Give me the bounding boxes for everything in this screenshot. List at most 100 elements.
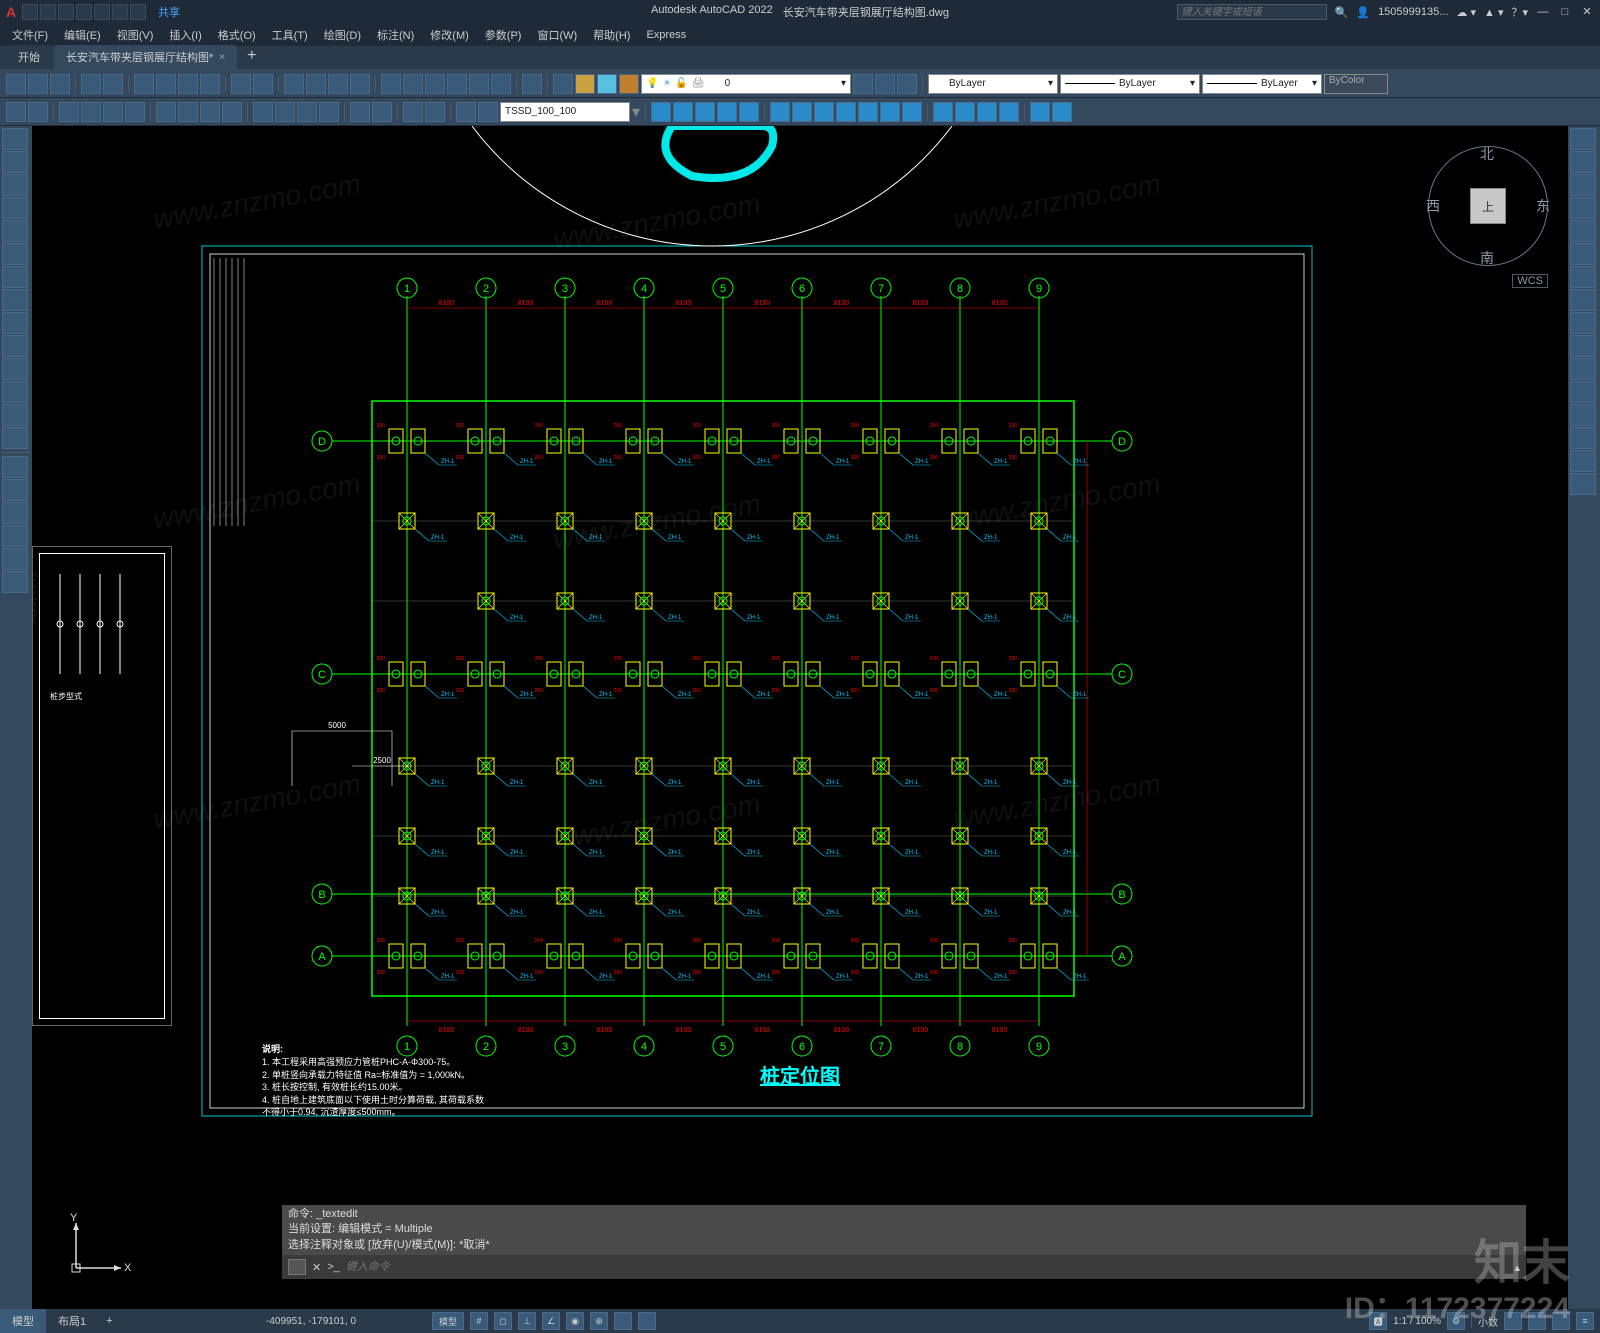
tool-continue-icon[interactable] — [253, 102, 273, 122]
tssd-icon-3[interactable] — [695, 102, 715, 122]
draw-hatch-icon[interactable] — [2, 456, 28, 478]
status-ortho-icon[interactable]: ⊥ — [518, 1312, 536, 1330]
menu-format[interactable]: 格式(O) — [212, 25, 262, 45]
qat-new-icon[interactable] — [22, 4, 38, 20]
layer-isolate-icon[interactable] — [897, 74, 917, 94]
tssd-icon-1[interactable] — [651, 102, 671, 122]
close-button[interactable]: ✕ — [1580, 5, 1594, 19]
help-search-input[interactable] — [1177, 4, 1327, 20]
mod-erase-icon[interactable] — [1570, 128, 1596, 150]
viewcube-east[interactable]: 东 — [1536, 196, 1550, 216]
pan-icon[interactable] — [284, 74, 304, 94]
tool-pline-icon[interactable] — [28, 102, 48, 122]
status-tpy-icon[interactable] — [638, 1312, 656, 1330]
tool-angle-icon[interactable] — [156, 102, 176, 122]
mod-array-icon[interactable] — [1570, 220, 1596, 242]
tool-edit-icon[interactable] — [403, 102, 423, 122]
dimstyle-dropdown[interactable] — [500, 102, 630, 122]
menu-modify[interactable]: 修改(M) — [424, 25, 475, 45]
tssd-icon-6[interactable] — [770, 102, 790, 122]
layout-tab-new[interactable]: + — [98, 1311, 120, 1331]
match-icon[interactable] — [200, 74, 220, 94]
viewcube-west[interactable]: 西 — [1426, 196, 1440, 216]
tool-dim1-icon[interactable] — [59, 102, 79, 122]
tool-baseline-icon[interactable] — [275, 102, 295, 122]
mod-rotate-icon[interactable] — [1570, 266, 1596, 288]
mod-copy-icon[interactable] — [1570, 151, 1596, 173]
draw-ellipsearc-icon[interactable] — [2, 358, 28, 380]
mod-break-icon[interactable] — [1570, 381, 1596, 403]
menu-dimension[interactable]: 标注(N) — [371, 25, 420, 45]
tssd-icon-9[interactable] — [836, 102, 856, 122]
qat-undo-icon[interactable] — [112, 4, 128, 20]
viewcube-north[interactable]: 北 — [1480, 144, 1494, 164]
tool-style-icon[interactable] — [456, 102, 476, 122]
help-icon[interactable]: ？▾ — [1511, 4, 1528, 20]
menu-insert[interactable]: 插入(I) — [163, 25, 207, 45]
tssd-icon-10[interactable] — [858, 102, 878, 122]
zoom-window-icon[interactable] — [328, 74, 348, 94]
wcs-label[interactable]: WCS — [1512, 274, 1548, 288]
layout-tab-layout1[interactable]: 布局1 — [46, 1309, 98, 1333]
draw-revcloud-icon[interactable] — [2, 289, 28, 311]
viewcube[interactable]: 上 北 南 东 西 — [1428, 146, 1548, 266]
status-snap-icon[interactable]: ◻ — [494, 1312, 512, 1330]
tab-close-icon[interactable]: × — [219, 52, 225, 63]
linetype-dropdown[interactable]: ByLayer ▾ — [1060, 74, 1200, 94]
viewcube-top-face[interactable]: 上 — [1470, 188, 1506, 224]
draw-arc-icon[interactable] — [2, 243, 28, 265]
sub-viewport[interactable]: 桩步型式 — [32, 546, 172, 1026]
status-osnap-icon[interactable]: ◉ — [566, 1312, 584, 1330]
tool-leader-icon[interactable] — [319, 102, 339, 122]
tool-radius-icon[interactable] — [200, 102, 220, 122]
draw-xline-icon[interactable] — [2, 151, 28, 173]
tool-center-icon[interactable] — [372, 102, 392, 122]
tool-dim2-icon[interactable] — [81, 102, 101, 122]
mod-move-icon[interactable] — [1570, 243, 1596, 265]
draw-region-icon[interactable] — [2, 502, 28, 524]
tab-start[interactable]: 开始 — [6, 45, 52, 69]
draw-pline-icon[interactable] — [2, 174, 28, 196]
layer-match-icon[interactable] — [853, 74, 873, 94]
copy-icon[interactable] — [156, 74, 176, 94]
menu-express[interactable]: Express — [640, 27, 692, 43]
qat-saveas-icon[interactable] — [76, 4, 92, 20]
layer-states-icon[interactable] — [575, 74, 595, 94]
tssd-icon-11[interactable] — [880, 102, 900, 122]
mod-explode-icon[interactable] — [1570, 473, 1596, 495]
status-polar-icon[interactable]: ∠ — [542, 1312, 560, 1330]
tool-update-icon[interactable] — [478, 102, 498, 122]
layer-lock-icon[interactable] — [619, 74, 639, 94]
preview-icon[interactable] — [103, 74, 123, 94]
layer-manager-icon[interactable] — [553, 74, 573, 94]
qat-open-icon[interactable] — [40, 4, 56, 20]
tssd-icon-7[interactable] — [792, 102, 812, 122]
tssd-icon-17[interactable] — [1030, 102, 1050, 122]
redo-icon[interactable] — [253, 74, 273, 94]
tab-active-document[interactable]: 长安汽车带夹层钢展厅结构图* × — [54, 45, 237, 69]
cmd-grip-icon[interactable] — [288, 1259, 306, 1275]
mod-stretch-icon[interactable] — [1570, 312, 1596, 334]
zoom-icon[interactable] — [306, 74, 326, 94]
viewcube-south[interactable]: 南 — [1480, 248, 1494, 268]
status-dyn-icon[interactable]: ⊕ — [590, 1312, 608, 1330]
draw-table-icon[interactable] — [2, 525, 28, 547]
layer-previous-icon[interactable] — [875, 74, 895, 94]
menu-window[interactable]: 窗口(W) — [531, 25, 583, 45]
menu-parametric[interactable]: 参数(P) — [479, 25, 528, 45]
status-lwt-icon[interactable] — [614, 1312, 632, 1330]
sheetset-icon[interactable] — [447, 74, 467, 94]
draw-mtext-icon[interactable] — [2, 548, 28, 570]
status-units[interactable]: 小数 — [1478, 1314, 1498, 1329]
tssd-icon-14[interactable] — [955, 102, 975, 122]
markup-icon[interactable] — [469, 74, 489, 94]
minimize-button[interactable]: — — [1536, 5, 1550, 19]
menu-file[interactable]: 文件(F) — [6, 25, 54, 45]
status-qs-icon[interactable] — [1528, 1312, 1546, 1330]
designcenter-icon[interactable] — [403, 74, 423, 94]
status-grid-icon[interactable]: # — [470, 1312, 488, 1330]
tool-align-icon[interactable] — [425, 102, 445, 122]
tssd-icon-16[interactable] — [999, 102, 1019, 122]
status-clean-icon[interactable] — [1552, 1312, 1570, 1330]
tssd-icon-2[interactable] — [673, 102, 693, 122]
